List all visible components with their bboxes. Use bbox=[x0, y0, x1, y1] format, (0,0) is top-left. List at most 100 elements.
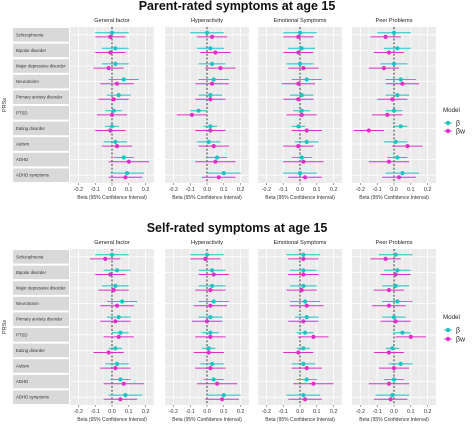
point-beta bbox=[297, 61, 303, 66]
row-strip bbox=[13, 168, 69, 182]
point-beta bbox=[391, 61, 397, 66]
point-beta_w bbox=[118, 397, 123, 402]
point-beta bbox=[393, 283, 398, 288]
row-label: Eating disorder bbox=[16, 348, 45, 353]
point-beta bbox=[400, 330, 405, 335]
point-beta_w bbox=[385, 112, 390, 117]
row-strip bbox=[13, 59, 69, 73]
x-tick-label: 0.2 bbox=[330, 187, 338, 193]
legend-label: β bbox=[456, 328, 460, 335]
point-beta bbox=[206, 139, 211, 144]
row-label: Autism bbox=[16, 364, 30, 369]
point-beta bbox=[121, 155, 126, 160]
point-beta bbox=[208, 124, 213, 129]
facet-title: Hyperactivity bbox=[191, 18, 223, 24]
point-beta bbox=[299, 46, 304, 51]
row-label: Major depressive disorder bbox=[16, 286, 66, 291]
point-beta bbox=[111, 108, 116, 113]
point-beta_w bbox=[206, 350, 211, 355]
point-beta bbox=[208, 315, 213, 320]
point-beta bbox=[123, 393, 128, 398]
row-strip bbox=[13, 390, 69, 404]
point-beta bbox=[121, 77, 126, 82]
x-tick-label: 0.1 bbox=[313, 187, 321, 193]
x-tick-label: 0.1 bbox=[313, 409, 321, 415]
point-beta bbox=[301, 346, 306, 351]
point-beta_w bbox=[301, 159, 306, 164]
point-beta_w bbox=[396, 175, 402, 180]
point-beta_w bbox=[296, 81, 301, 86]
point-beta_w bbox=[296, 350, 301, 355]
row-strip bbox=[13, 296, 69, 311]
facet-title: General factor bbox=[94, 18, 130, 24]
point-beta bbox=[304, 315, 309, 320]
point-beta bbox=[302, 330, 308, 335]
point-beta_w bbox=[214, 381, 220, 386]
point-beta bbox=[114, 361, 120, 366]
point-beta_w bbox=[106, 350, 111, 355]
row-label: Primary anxiety disorder bbox=[16, 95, 63, 100]
point-beta_w bbox=[301, 66, 306, 71]
point-beta bbox=[209, 61, 215, 66]
point-beta_w bbox=[108, 34, 113, 40]
point-beta_w bbox=[111, 97, 116, 102]
legend-label: β bbox=[456, 121, 460, 128]
row-label: ADHD symptoms bbox=[16, 173, 49, 178]
point-beta bbox=[221, 393, 226, 398]
x-tick-label: -0.2 bbox=[74, 187, 83, 193]
point-beta bbox=[304, 77, 309, 82]
facet-general-factor: General factor -0.2 -0.1 0.0 0.1 0.2 Beta (95%… bbox=[69, 240, 155, 423]
x-axis-label: Beta (95% Confidence Interval) bbox=[77, 417, 147, 423]
facet-hyperactivity: Hyperactivity -0.2 -0.1 0.0 0.1 0.2 Beta (95% … bbox=[164, 240, 250, 423]
x-tick-label: 0.0 bbox=[390, 409, 398, 415]
facet-title: Hyperactivity bbox=[191, 240, 223, 246]
x-tick-label: -0.1 bbox=[91, 409, 100, 415]
point-beta bbox=[391, 377, 397, 382]
point-beta bbox=[113, 46, 118, 51]
facet-emotional-symptoms: Emotional Symptoms -0.2 -0.1 0.0 0.1 0.2 Beta … bbox=[257, 18, 343, 201]
point-beta_w bbox=[113, 319, 118, 324]
point-beta bbox=[209, 283, 215, 288]
facet-title: Peer Problems bbox=[376, 240, 413, 246]
point-beta bbox=[395, 46, 400, 51]
point-beta bbox=[391, 108, 397, 113]
point-beta bbox=[391, 315, 397, 320]
row-label: Primary anxiety disorder bbox=[16, 317, 63, 322]
x-tick-label: 0.0 bbox=[296, 409, 304, 415]
point-beta bbox=[395, 299, 400, 304]
x-axis-label: Beta (95% Confidence Interval) bbox=[172, 195, 242, 201]
point-beta_w bbox=[109, 112, 115, 117]
point-beta bbox=[119, 299, 125, 304]
point-beta_w bbox=[108, 50, 113, 55]
point-beta_w bbox=[208, 334, 213, 339]
x-axis-label: Beta (95% Confidence Interval) bbox=[359, 195, 429, 201]
point-beta_w bbox=[301, 256, 306, 261]
point-beta_w bbox=[381, 66, 387, 71]
point-beta bbox=[296, 124, 301, 129]
point-beta_w bbox=[208, 97, 213, 102]
point-beta bbox=[113, 346, 118, 351]
row-strip bbox=[13, 265, 69, 280]
point-beta bbox=[395, 268, 400, 273]
row-label: Neuroticism bbox=[16, 301, 39, 306]
point-beta bbox=[301, 252, 306, 257]
point-beta_w bbox=[114, 303, 120, 308]
row-label: Neuroticism bbox=[16, 79, 39, 84]
x-tick-label: 0.1 bbox=[125, 187, 133, 193]
point-beta_w bbox=[113, 366, 118, 371]
point-beta_w bbox=[116, 334, 121, 339]
point-beta_w bbox=[386, 381, 392, 386]
x-tick-label: 0.2 bbox=[237, 187, 245, 193]
x-axis-label: Beta (95% Confidence Interval) bbox=[265, 195, 335, 201]
point-beta_w bbox=[216, 175, 221, 180]
row-strip bbox=[13, 312, 69, 326]
point-beta_w bbox=[393, 272, 398, 277]
row-strip bbox=[13, 250, 69, 264]
point-beta bbox=[299, 155, 304, 160]
point-beta bbox=[116, 315, 121, 320]
x-tick-label: 0.1 bbox=[125, 409, 133, 415]
point-beta bbox=[299, 93, 304, 98]
x-tick-label: -0.1 bbox=[279, 409, 288, 415]
point-beta_w bbox=[204, 319, 210, 324]
point-beta bbox=[302, 299, 308, 304]
